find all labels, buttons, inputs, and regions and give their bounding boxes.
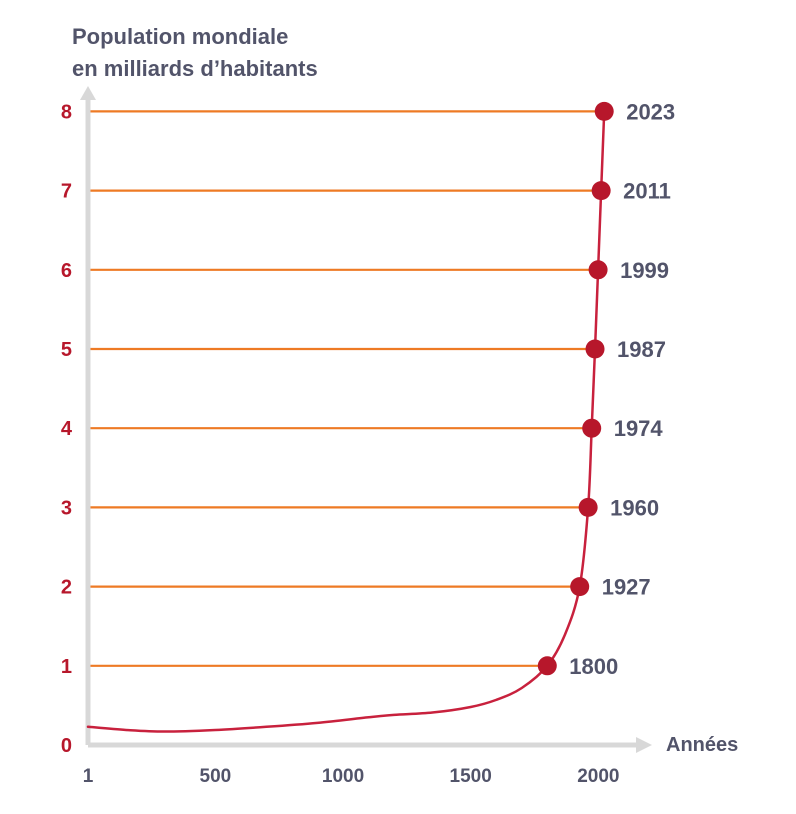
point-label-1999: 1999	[620, 258, 669, 283]
y-axis-arrow	[80, 86, 96, 100]
guide-lines	[90, 110, 605, 667]
y-tick-label-0: 0	[61, 735, 72, 757]
y-tick-label-6: 6	[61, 260, 72, 282]
point-1987	[585, 339, 605, 359]
y-axis-label-line1: Population mondiale	[72, 24, 288, 49]
point-label-2023: 2023	[626, 99, 675, 124]
y-tick-label-8: 8	[61, 101, 72, 123]
point-label-1960: 1960	[610, 495, 659, 520]
x-tick-label-2000: 2000	[577, 766, 619, 787]
y-tick-label-7: 7	[61, 181, 72, 203]
point-label-1974: 1974	[614, 416, 664, 441]
y-tick-label-1: 1	[61, 656, 72, 678]
y-axis-label-line2: en milliards d’habitants	[72, 56, 318, 81]
point-label-1927: 1927	[602, 575, 651, 600]
x-axis-label: Années	[666, 734, 738, 756]
point-label-2011: 2011	[623, 179, 671, 204]
y-tick-labels: 0 1 2 3 4 5 6 7 8	[61, 101, 73, 757]
point-2023	[594, 101, 614, 121]
point-1999	[588, 260, 608, 280]
point-label-1987: 1987	[617, 337, 666, 362]
x-tick-label-1000: 1000	[322, 766, 364, 787]
population-curve	[86, 110, 606, 733]
point-1974	[582, 418, 602, 438]
point-2011	[591, 181, 611, 201]
point-1800	[537, 656, 557, 676]
point-1960	[578, 497, 598, 517]
milestone-points	[537, 101, 614, 676]
y-tick-label-4: 4	[61, 418, 73, 440]
point-1927	[570, 577, 590, 597]
y-tick-label-2: 2	[61, 577, 72, 599]
x-axis-arrow	[636, 737, 652, 753]
x-tick-label-1500: 1500	[450, 766, 492, 787]
milestone-labels: 1800 1927 1960 1974 1987 1999 2011 2023	[569, 99, 675, 678]
y-tick-label-3: 3	[61, 497, 72, 519]
x-tick-label-500: 500	[200, 766, 232, 787]
y-tick-label-5: 5	[61, 339, 72, 361]
point-label-1800: 1800	[569, 654, 618, 679]
x-tick-label-1: 1	[83, 766, 94, 787]
x-tick-labels: 1 500 1000 1500 2000	[83, 766, 620, 787]
